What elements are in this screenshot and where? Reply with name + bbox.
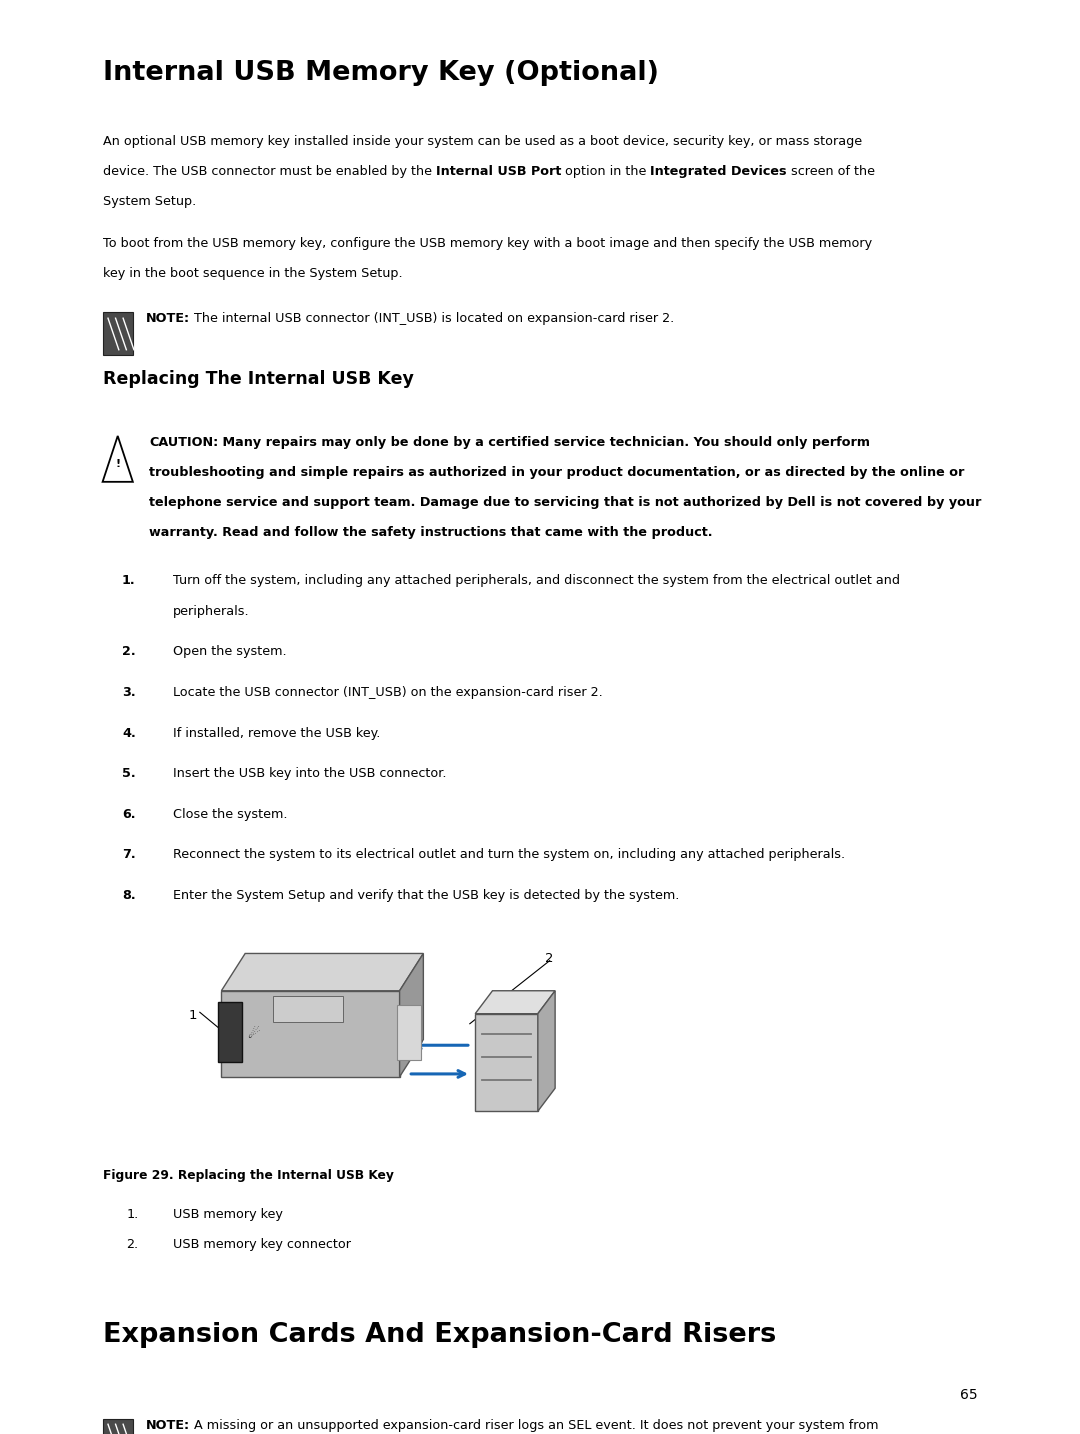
- Text: 1.: 1.: [122, 575, 136, 588]
- Text: 2.: 2.: [122, 645, 136, 658]
- Text: troubleshooting and simple repairs as authorized in your product documentation, : troubleshooting and simple repairs as au…: [149, 466, 964, 479]
- Text: ☄: ☄: [247, 1027, 260, 1041]
- Text: If installed, remove the USB key.: If installed, remove the USB key.: [173, 727, 380, 740]
- Text: 8.: 8.: [122, 889, 136, 902]
- Text: Integrated Devices: Integrated Devices: [650, 165, 787, 178]
- Text: Replacing The Internal USB Key: Replacing The Internal USB Key: [103, 370, 414, 387]
- Text: 1.: 1.: [126, 1207, 138, 1220]
- FancyBboxPatch shape: [103, 1418, 133, 1434]
- Text: A missing or an unsupported expansion-card riser logs an SEL event. It does not : A missing or an unsupported expansion-ca…: [190, 1418, 878, 1431]
- Polygon shape: [538, 991, 555, 1111]
- FancyBboxPatch shape: [397, 1005, 421, 1060]
- Text: Reconnect the system to its electrical outlet and turn the system on, including : Reconnect the system to its electrical o…: [173, 849, 845, 862]
- Text: peripherals.: peripherals.: [173, 605, 249, 618]
- Text: Internal USB Memory Key (Optional): Internal USB Memory Key (Optional): [103, 60, 659, 86]
- Text: 7.: 7.: [122, 849, 136, 862]
- Text: 6.: 6.: [122, 807, 136, 820]
- Text: 4.: 4.: [122, 727, 136, 740]
- Text: 3.: 3.: [122, 685, 136, 698]
- Polygon shape: [400, 954, 423, 1077]
- Text: !: !: [116, 459, 120, 469]
- Polygon shape: [221, 954, 423, 991]
- Text: Enter the System Setup and verify that the USB key is detected by the system.: Enter the System Setup and verify that t…: [173, 889, 679, 902]
- Polygon shape: [221, 991, 400, 1077]
- Text: device. The USB connector must be enabled by the: device. The USB connector must be enable…: [103, 165, 435, 178]
- Text: Internal USB Port: Internal USB Port: [435, 165, 561, 178]
- Text: 65: 65: [960, 1388, 977, 1402]
- Text: Open the system.: Open the system.: [173, 645, 286, 658]
- Polygon shape: [103, 436, 133, 482]
- Text: Close the system.: Close the system.: [173, 807, 287, 820]
- Text: key in the boot sequence in the System Setup.: key in the boot sequence in the System S…: [103, 267, 402, 280]
- Text: Locate the USB connector (INT_USB) on the expansion-card riser 2.: Locate the USB connector (INT_USB) on th…: [173, 685, 603, 698]
- Text: USB memory key: USB memory key: [173, 1207, 283, 1220]
- Text: warranty. Read and follow the safety instructions that came with the product.: warranty. Read and follow the safety ins…: [149, 526, 713, 539]
- Text: System Setup.: System Setup.: [103, 195, 195, 208]
- Text: Many repairs may only be done by a certified service technician. You should only: Many repairs may only be done by a certi…: [218, 436, 870, 449]
- Text: Expansion Cards And Expansion-Card Risers: Expansion Cards And Expansion-Card Riser…: [103, 1322, 775, 1348]
- Text: screen of the: screen of the: [787, 165, 875, 178]
- Text: USB memory key connector: USB memory key connector: [173, 1238, 351, 1250]
- Text: NOTE:: NOTE:: [146, 1418, 190, 1431]
- Text: Turn off the system, including any attached peripherals, and disconnect the syst: Turn off the system, including any attac…: [173, 575, 900, 588]
- Polygon shape: [475, 991, 555, 1014]
- Text: NOTE:: NOTE:: [146, 313, 190, 326]
- FancyBboxPatch shape: [218, 1002, 242, 1063]
- Text: option in the: option in the: [561, 165, 650, 178]
- Text: CAUTION:: CAUTION:: [149, 436, 218, 449]
- Text: The internal USB connector (INT_USB) is located on expansion-card riser 2.: The internal USB connector (INT_USB) is …: [190, 313, 674, 326]
- FancyBboxPatch shape: [475, 1014, 538, 1111]
- Text: 2: 2: [545, 952, 554, 965]
- Text: 1: 1: [189, 1010, 198, 1022]
- FancyBboxPatch shape: [103, 313, 133, 356]
- Text: Figure 29. Replacing the Internal USB Key: Figure 29. Replacing the Internal USB Ke…: [103, 1169, 393, 1182]
- Text: 2.: 2.: [126, 1238, 138, 1250]
- Text: telephone service and support team. Damage due to servicing that is not authoriz: telephone service and support team. Dama…: [149, 496, 982, 509]
- Text: 5.: 5.: [122, 767, 136, 780]
- Text: An optional USB memory key installed inside your system can be used as a boot de: An optional USB memory key installed ins…: [103, 135, 862, 148]
- Text: Insert the USB key into the USB connector.: Insert the USB key into the USB connecto…: [173, 767, 446, 780]
- FancyBboxPatch shape: [273, 997, 343, 1022]
- Text: To boot from the USB memory key, configure the USB memory key with a boot image : To boot from the USB memory key, configu…: [103, 237, 872, 250]
